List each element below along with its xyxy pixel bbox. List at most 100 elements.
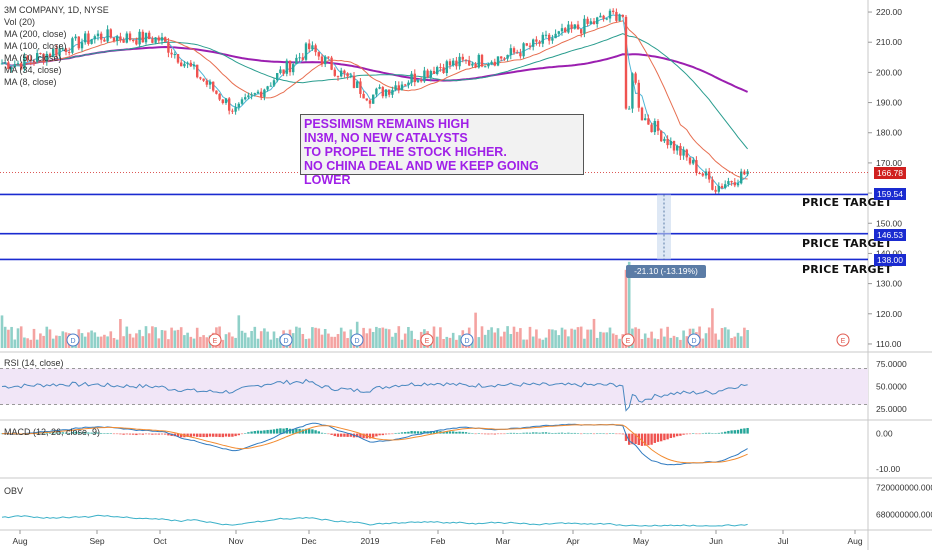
candle-body [448,61,452,66]
candle-body [647,118,650,125]
macd-histogram-bar [564,432,567,434]
candle-body [666,138,669,146]
event-marker-label: E [213,338,218,345]
candle-body [160,37,164,41]
price-tick-label: 210.00 [876,37,902,47]
volume-bar [224,334,228,348]
candle-body [656,121,660,131]
candle-body [404,84,407,86]
macd-histogram-bar [631,433,634,445]
candle-body [10,67,13,70]
candle-body [301,57,304,60]
macd-histogram-bar [621,433,624,435]
macd-histogram-bar [477,433,480,434]
candle-body [183,63,186,67]
volume-bar [711,308,714,348]
volume-bar [624,269,628,348]
macd-histogram-bar [672,433,676,438]
volume-bar [125,326,129,348]
candle-body [266,86,269,90]
volume-bar [394,332,397,348]
volume-bar [311,327,314,348]
candle-body [727,181,730,185]
candle-body [618,14,621,21]
candle-body [420,80,423,82]
volume-bar [128,333,132,348]
volume-bar [592,318,596,348]
macd-histogram-bar [324,433,327,434]
candle-body [391,89,394,95]
candle-body [336,75,340,77]
macd-histogram-bar [628,433,631,445]
volume-bar [83,336,87,348]
candle-body [717,185,720,192]
volume-bar [247,337,250,348]
volume-bar [167,339,170,348]
candle-body [442,67,445,73]
candle-body [29,59,32,61]
volume-bar [240,330,244,348]
macd-histogram-bar [410,430,413,434]
candle-body [525,43,528,46]
macd-histogram-bar [106,433,109,434]
time-tick-label: Feb [431,536,446,546]
measure-label: -21.10 (-13.19%) -2110 [626,265,706,289]
candle-body [557,31,560,34]
candle-body [285,60,288,74]
candle-body [221,99,224,104]
candle-body [564,28,567,33]
volume-bar [327,333,330,348]
candle-body [304,43,308,60]
candle-body [589,21,592,24]
candle-body [528,45,532,47]
volume-bar [10,326,13,348]
callout-line: PESSIMISM REMAINS HIGH [304,117,470,131]
candle-body [199,77,202,79]
volume-bar [455,339,458,348]
macd-histogram-bar [669,433,672,439]
candle-body [215,90,218,94]
volume-bar [231,336,234,348]
macd-histogram-bar [138,433,141,435]
macd-histogram-bar [320,432,324,434]
volume-bar [599,331,602,348]
rsi-line [1,378,748,412]
candle-body [624,16,628,109]
callout-line: NO CHINA DEAL AND WE KEEP GOING LOWER [304,159,539,187]
candle-body [378,87,381,89]
candle-body [288,60,292,73]
volume-bar [317,328,321,348]
volume-bar [720,328,724,348]
legend-line: MA (50, close) [4,53,62,63]
macd-signal-line [2,424,748,464]
candle-body [535,39,538,42]
candle-body [583,18,586,34]
rsi-pane-title: RSI (14, close) [4,358,64,368]
candle-body [490,61,493,65]
volume-bar [32,328,36,348]
volume-bar [147,333,151,348]
annotation-callout[interactable]: PESSIMISM REMAINS HIGH IN3M, NO NEW CATA… [300,114,584,187]
macd-histogram-bar [698,433,701,435]
candle-body [138,31,141,45]
macd-histogram-bar [420,431,423,434]
price-target-label: PRICE TARGET [802,196,893,209]
macd-histogram-bar [509,432,512,434]
volume-bar [611,333,615,348]
macd-histogram-bar [474,433,477,435]
candle-body [260,91,263,97]
candle-body [64,48,68,52]
volume-bar [432,326,436,348]
candle-body [256,91,260,94]
moving-average-line [1,33,748,150]
price-target-tag: 146.53 [874,229,906,241]
price-tick-label: 130.00 [876,279,902,289]
macd-histogram-bar [157,433,160,435]
volume-bar [64,332,68,348]
volume-bar [410,330,413,348]
volume-bar [346,338,349,348]
candle-body [333,69,336,76]
macd-histogram-bar [647,433,650,446]
candle-body [84,33,87,43]
